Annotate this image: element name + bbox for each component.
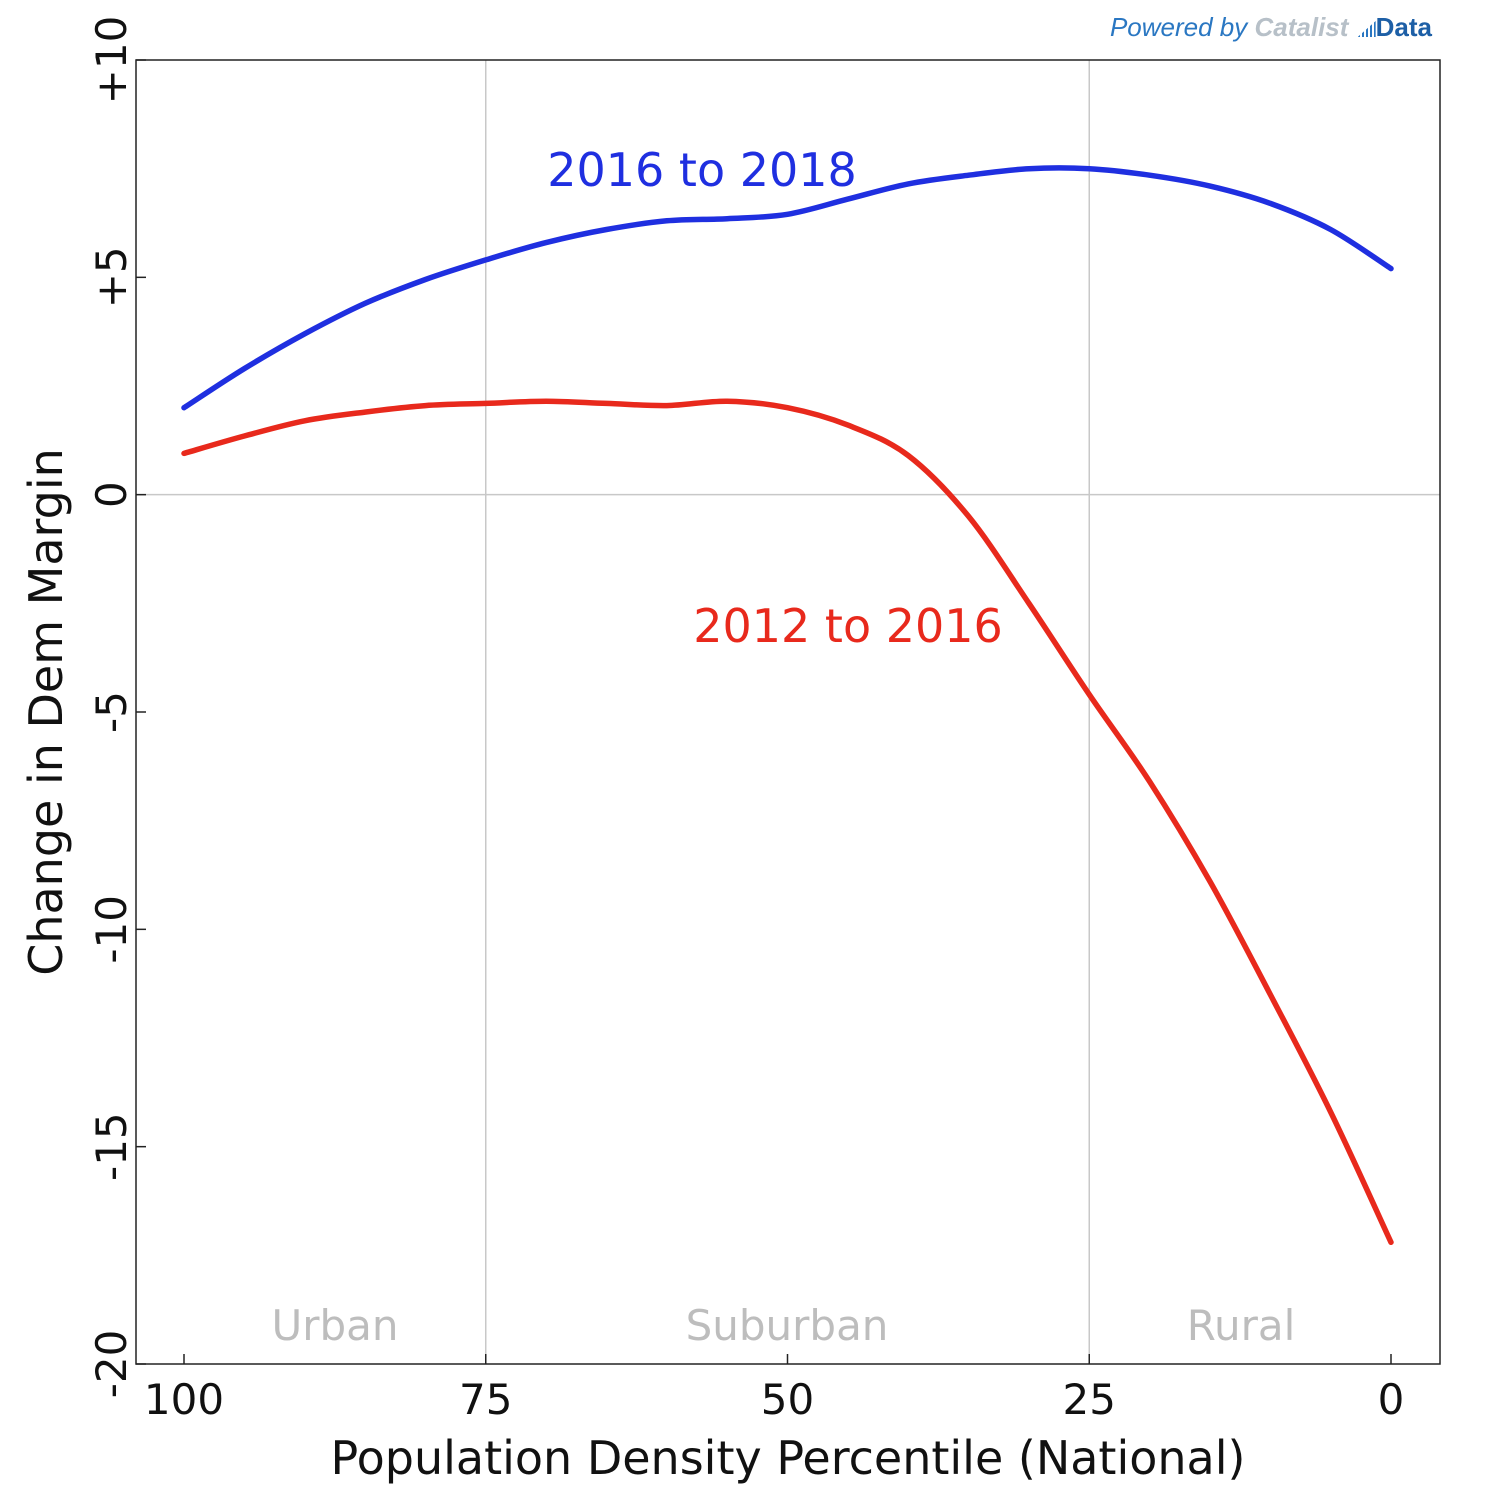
series-label-2016-to-2018: 2016 to 2018 — [547, 143, 857, 197]
credit-data-text: Data — [1376, 12, 1432, 42]
x-axis-title: Population Density Percentile (National) — [331, 1431, 1246, 1485]
y-tick-label: -10 — [87, 895, 136, 964]
series-line-2016-to-2018 — [184, 168, 1391, 408]
y-tick-label: +10 — [87, 16, 136, 105]
x-tick-label: 25 — [1063, 1375, 1116, 1424]
y-tick-label: 0 — [87, 481, 136, 508]
plot-frame — [136, 60, 1440, 1364]
region-label: Rural — [1187, 1301, 1296, 1350]
region-label: Urban — [271, 1301, 398, 1350]
y-axis-title: Change in Dem Margin — [19, 448, 73, 976]
series-label-2012-to-2016: 2012 to 2016 — [693, 599, 1003, 653]
x-tick-label: 75 — [459, 1375, 512, 1424]
y-tick-label: -20 — [87, 1330, 136, 1399]
x-tick-label: 50 — [761, 1375, 814, 1424]
x-tick-label: 0 — [1378, 1375, 1405, 1424]
x-tick-label: 100 — [144, 1375, 224, 1424]
credit-watermark: Powered by Catalist Data — [1110, 14, 1432, 40]
series-line-2012-to-2016 — [184, 401, 1391, 1242]
tick-labels: 100 75 50 25 0 -20 -15 -10 -5 0 +5 +10 — [87, 16, 1404, 1424]
grid-layer — [136, 60, 1440, 1364]
credit-brand-text: Catalist — [1254, 12, 1348, 42]
y-tick-label: -5 — [87, 691, 136, 733]
series-layer: 2016 to 2018 2012 to 2016 — [184, 143, 1391, 1242]
region-labels: Urban Suburban Rural — [271, 1301, 1295, 1350]
credit-powered-text: Powered by — [1110, 12, 1247, 42]
bar-chart-icon — [1358, 21, 1376, 37]
y-tick-label: -15 — [87, 1112, 136, 1181]
y-tick-label: +5 — [87, 246, 136, 308]
region-label: Suburban — [686, 1301, 889, 1350]
